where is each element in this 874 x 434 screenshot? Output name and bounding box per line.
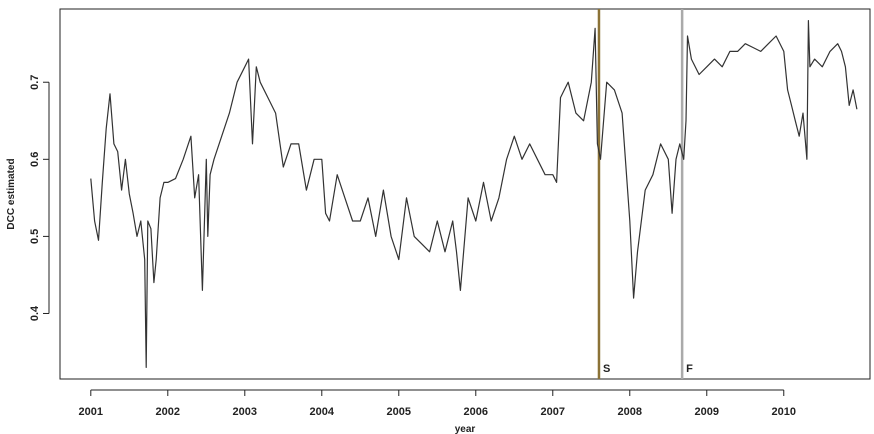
y-tick-label: 0.4: [29, 305, 41, 321]
plot-frame: [59, 8, 871, 380]
x-tick-label: 2002: [156, 406, 180, 418]
x-tick-label: 2009: [695, 406, 719, 418]
x-axis-title: year: [455, 424, 476, 434]
series-line-0: [90, 20, 858, 368]
event-label-s: S: [603, 363, 610, 375]
x-axis: 2001 2002 2003 2004 2005 2006 2007 2008 2009 2010: [79, 389, 796, 418]
series-group: [90, 20, 858, 368]
y-tick-label: 0.7: [29, 75, 41, 90]
x-tick-label: 2007: [541, 406, 565, 418]
y-axis-title: DCC estimated: [6, 158, 17, 229]
x-tick-label: 2006: [464, 406, 488, 418]
x-tick-label: 2001: [79, 406, 103, 418]
y-tick-label: 0.5: [29, 229, 41, 244]
x-tick-label: 2004: [310, 406, 335, 418]
x-tick-label: 2005: [387, 406, 411, 418]
y-axis: 0.4 0.5 0.6 0.7: [29, 75, 50, 321]
event-label-f: F: [686, 363, 693, 375]
x-tick-label: 2003: [233, 406, 257, 418]
x-tick-label: 2008: [618, 406, 642, 418]
x-tick-label: 2010: [772, 406, 796, 418]
y-tick-label: 0.6: [29, 152, 41, 167]
